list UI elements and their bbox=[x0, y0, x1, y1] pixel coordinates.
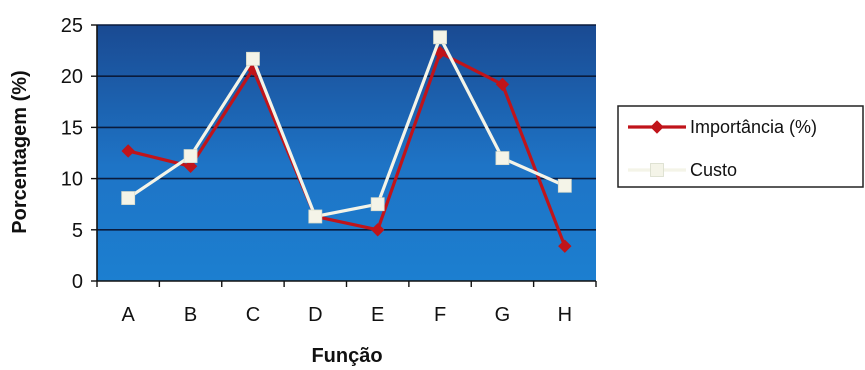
data-point bbox=[370, 223, 385, 237]
x-tick-label: D bbox=[308, 304, 322, 326]
data-point bbox=[557, 178, 572, 193]
y-tick-labels: 0 5 10 15 20 25 bbox=[61, 15, 83, 293]
x-tick-label: E bbox=[371, 304, 384, 326]
y-axis-title: Porcentagem (%) bbox=[9, 70, 31, 233]
series-line bbox=[127, 51, 567, 247]
legend-item: Importância (%) bbox=[628, 117, 817, 137]
data-point bbox=[650, 120, 664, 134]
series-group bbox=[121, 30, 572, 253]
y-tick-label: 25 bbox=[61, 15, 83, 37]
legend: Importância (%) Custo bbox=[617, 105, 864, 188]
data-point bbox=[121, 144, 135, 158]
x-tick-label: B bbox=[184, 304, 197, 326]
x-tick-labels: A B C D E F G H bbox=[122, 304, 573, 326]
data-point bbox=[183, 159, 198, 174]
data-point bbox=[558, 239, 572, 253]
series-2 bbox=[121, 30, 572, 224]
y-tick-label: 20 bbox=[61, 66, 83, 88]
series-line bbox=[127, 35, 566, 219]
data-point bbox=[495, 151, 510, 166]
gridlines bbox=[97, 24, 596, 231]
data-point bbox=[183, 149, 198, 163]
data-point bbox=[121, 191, 136, 205]
data-point bbox=[370, 197, 385, 212]
x-tick-label: F bbox=[434, 304, 446, 326]
y-tick-label: 10 bbox=[61, 169, 83, 191]
y-tick-label: 0 bbox=[72, 271, 83, 293]
data-point bbox=[495, 77, 510, 92]
y-tick-label: 5 bbox=[72, 220, 83, 242]
x-tick-label: C bbox=[246, 304, 260, 326]
x-tick-label: H bbox=[558, 304, 572, 326]
data-point bbox=[650, 163, 664, 177]
legend-label: Importância (%) bbox=[690, 117, 817, 137]
data-point bbox=[308, 209, 323, 224]
x-tick-label: G bbox=[495, 304, 511, 326]
data-point bbox=[433, 30, 447, 45]
x-tick-label: A bbox=[122, 304, 136, 326]
legend-label: Custo bbox=[690, 160, 737, 180]
data-point bbox=[246, 51, 260, 66]
x-axis-title: Função bbox=[311, 345, 382, 367]
y-tick-label: 15 bbox=[61, 117, 83, 139]
legend-item: Custo bbox=[628, 160, 737, 180]
axes bbox=[91, 24, 597, 287]
plot-area bbox=[97, 25, 596, 281]
